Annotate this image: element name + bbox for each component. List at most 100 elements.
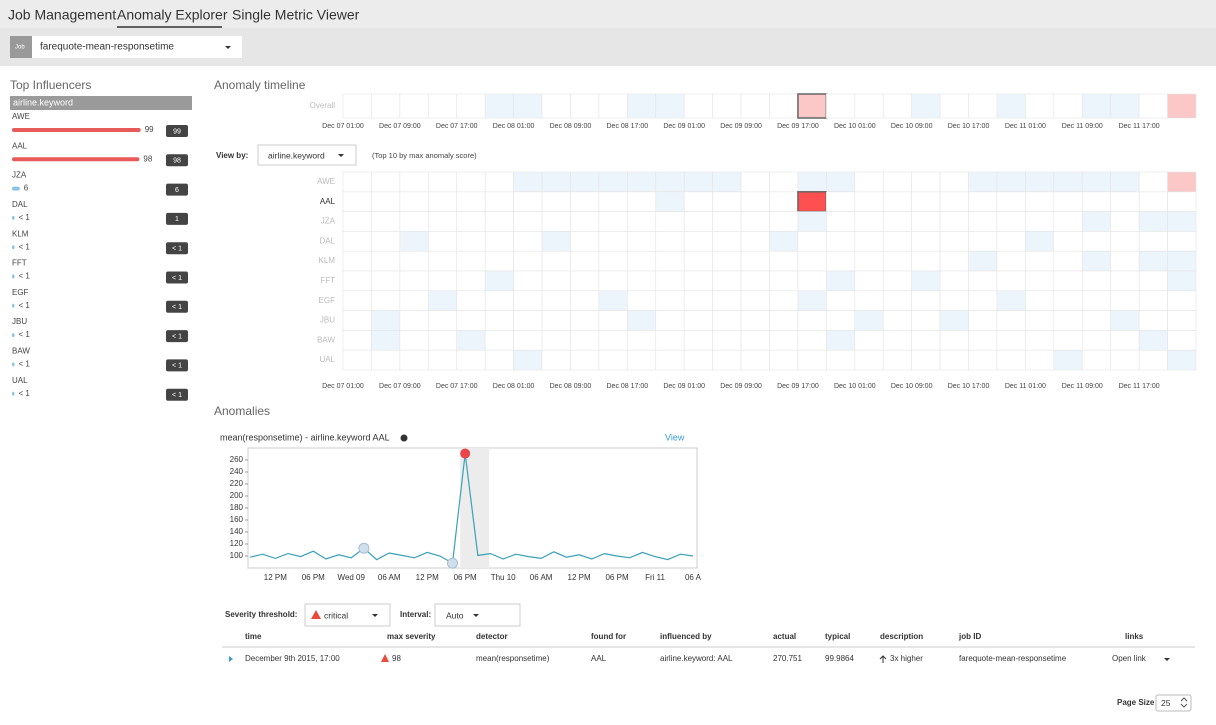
heatmap-cell[interactable] bbox=[712, 270, 742, 292]
heatmap-cell[interactable] bbox=[797, 290, 827, 311]
heatmap-cell[interactable] bbox=[1025, 290, 1055, 311]
heatmap-cell[interactable] bbox=[484, 349, 514, 371]
heatmap-cell[interactable] bbox=[826, 290, 856, 311]
heatmap-cell[interactable] bbox=[911, 290, 941, 311]
heatmap-cell[interactable] bbox=[996, 171, 1026, 193]
heatmap-cell[interactable] bbox=[456, 211, 486, 232]
heatmap-cell[interactable] bbox=[854, 231, 884, 252]
heatmap-cell[interactable] bbox=[1110, 290, 1140, 311]
heatmap-cell[interactable] bbox=[655, 349, 685, 371]
heatmap-cell[interactable] bbox=[1138, 270, 1168, 292]
heatmap-cell[interactable] bbox=[769, 171, 799, 193]
heatmap-cell[interactable] bbox=[1167, 191, 1197, 212]
heatmap-cell[interactable] bbox=[740, 231, 770, 252]
heatmap-cell[interactable] bbox=[740, 290, 770, 311]
heatmap-cell[interactable] bbox=[399, 171, 429, 193]
heatmap-cell[interactable] bbox=[627, 211, 657, 232]
heatmap-cell[interactable] bbox=[1081, 231, 1112, 252]
heatmap-cell[interactable] bbox=[740, 211, 770, 232]
heatmap-cell[interactable] bbox=[826, 270, 856, 292]
heatmap-cell[interactable] bbox=[854, 349, 884, 371]
heatmap-cell[interactable] bbox=[911, 270, 941, 292]
heatmap-cell[interactable] bbox=[882, 93, 912, 119]
heatmap-cell[interactable] bbox=[371, 250, 401, 272]
heatmap-cell[interactable] bbox=[740, 93, 770, 119]
heatmap-cell[interactable] bbox=[911, 171, 941, 193]
heatmap-cell[interactable] bbox=[484, 310, 514, 331]
heatmap-cell[interactable] bbox=[484, 270, 514, 292]
heatmap-cell[interactable] bbox=[1053, 290, 1083, 311]
heatmap-cell[interactable] bbox=[1053, 330, 1083, 351]
expand-row[interactable] bbox=[229, 656, 233, 662]
heatmap-cell[interactable] bbox=[1110, 171, 1140, 193]
heatmap-cell[interactable] bbox=[598, 231, 628, 252]
heatmap-cell[interactable] bbox=[1138, 93, 1168, 119]
heatmap-cell[interactable] bbox=[911, 250, 941, 272]
heatmap-cell[interactable] bbox=[1167, 250, 1197, 272]
heatmap-cell[interactable] bbox=[456, 250, 486, 272]
heatmap-cell[interactable] bbox=[854, 290, 884, 311]
heatmap-cell[interactable] bbox=[797, 330, 827, 351]
heatmap-cell[interactable] bbox=[427, 211, 458, 232]
heatmap-cell[interactable] bbox=[1053, 310, 1083, 331]
heatmap-cell[interactable] bbox=[342, 310, 372, 331]
heatmap-cell[interactable] bbox=[1138, 231, 1168, 252]
heatmap-cell[interactable] bbox=[797, 250, 827, 272]
table-header[interactable]: found for bbox=[591, 632, 626, 641]
heatmap-cell[interactable] bbox=[627, 93, 657, 119]
heatmap-cell[interactable] bbox=[826, 93, 856, 119]
heatmap-cell[interactable] bbox=[712, 310, 742, 331]
heatmap-cell[interactable] bbox=[570, 171, 600, 193]
heatmap-cell[interactable] bbox=[342, 231, 372, 252]
table-header[interactable]: influenced by bbox=[660, 632, 712, 641]
heatmap-cell[interactable] bbox=[769, 290, 799, 311]
heatmap-cell[interactable] bbox=[513, 250, 543, 272]
heatmap-cell[interactable] bbox=[882, 349, 912, 371]
heatmap-cell[interactable] bbox=[513, 211, 543, 232]
heatmap-cell[interactable] bbox=[342, 330, 372, 351]
heatmap-cell[interactable] bbox=[399, 250, 429, 272]
heatmap-cell[interactable] bbox=[342, 290, 372, 311]
heatmap-cell[interactable] bbox=[427, 310, 458, 331]
heatmap-cell[interactable] bbox=[570, 93, 600, 119]
heatmap-cell[interactable] bbox=[513, 231, 543, 252]
heatmap-cell[interactable] bbox=[598, 250, 628, 272]
heatmap-cell[interactable] bbox=[1167, 290, 1197, 311]
heatmap-cell[interactable] bbox=[541, 290, 571, 311]
heatmap-cell[interactable] bbox=[399, 93, 429, 119]
heatmap-cell[interactable] bbox=[996, 310, 1026, 331]
table-cell[interactable]: farequote-mean-responsetime bbox=[959, 654, 1067, 663]
heatmap-cell[interactable] bbox=[1167, 211, 1197, 232]
heatmap-cell[interactable] bbox=[598, 270, 628, 292]
heatmap-cell[interactable] bbox=[939, 93, 969, 119]
heatmap-cell[interactable] bbox=[996, 211, 1026, 232]
heatmap-cell[interactable] bbox=[655, 330, 685, 351]
heatmap-cell[interactable] bbox=[1138, 211, 1168, 232]
heatmap-cell[interactable] bbox=[371, 270, 401, 292]
heatmap-cell[interactable] bbox=[427, 349, 458, 371]
heatmap-cell[interactable] bbox=[627, 310, 657, 331]
heatmap-cell[interactable] bbox=[371, 231, 401, 252]
heatmap-cell[interactable] bbox=[456, 93, 486, 119]
heatmap-cell[interactable] bbox=[996, 290, 1026, 311]
heatmap-cell[interactable] bbox=[570, 290, 600, 311]
table-header[interactable]: time bbox=[245, 632, 262, 641]
heatmap-cell[interactable] bbox=[1110, 330, 1140, 351]
heatmap-cell[interactable] bbox=[968, 270, 998, 292]
heatmap-cell[interactable] bbox=[1110, 211, 1140, 232]
heatmap-cell[interactable] bbox=[399, 310, 429, 331]
heatmap-cell[interactable] bbox=[683, 171, 713, 193]
heatmap-cell[interactable] bbox=[541, 349, 571, 371]
heatmap-cell[interactable] bbox=[427, 250, 458, 272]
heatmap-cell[interactable] bbox=[513, 330, 543, 351]
heatmap-cell[interactable] bbox=[1025, 310, 1055, 331]
heatmap-cell[interactable] bbox=[740, 270, 770, 292]
heatmap-cell[interactable] bbox=[740, 250, 770, 272]
heatmap-cell[interactable] bbox=[882, 290, 912, 311]
view-link[interactable]: View bbox=[665, 432, 685, 442]
heatmap-cell[interactable] bbox=[627, 171, 657, 193]
heatmap-cell[interactable] bbox=[513, 93, 543, 119]
heatmap-cell[interactable] bbox=[342, 270, 372, 292]
heatmap-cell[interactable] bbox=[427, 171, 458, 193]
heatmap-cell[interactable] bbox=[1025, 270, 1055, 292]
